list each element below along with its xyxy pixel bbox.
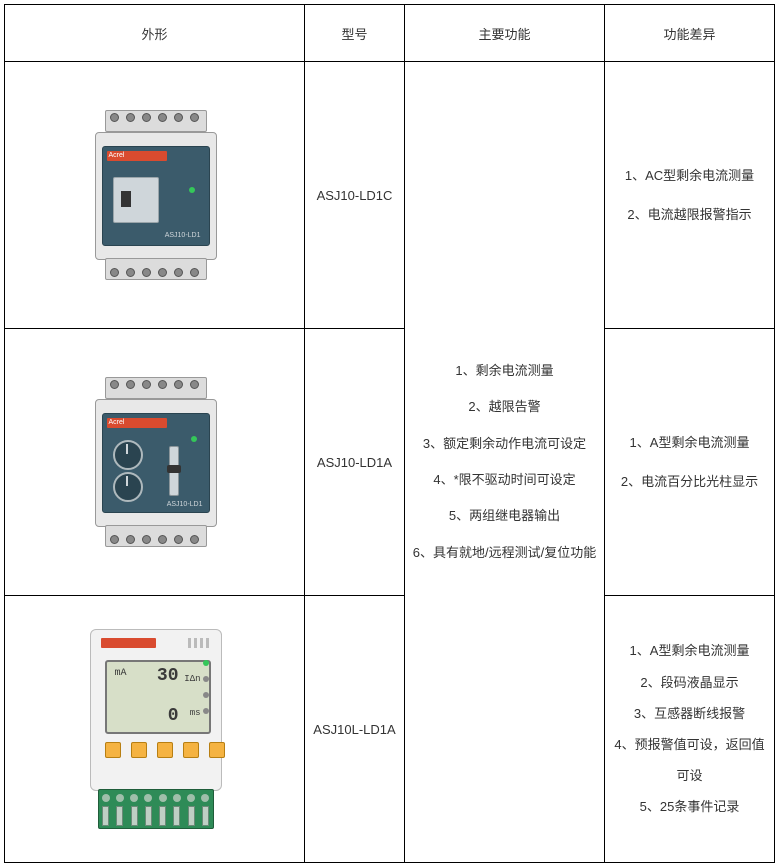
diff-cell-1: 1、AC型剩余电流测量 2、电流越限报警指示: [605, 62, 775, 329]
product-comparison-table: 外形 型号 主要功能 功能差异 Acrel ASJ: [4, 4, 775, 863]
func-item: 4、*限不驱动时间可设定: [409, 462, 600, 498]
device-illustration-2: Acrel ASJ10-LD1: [90, 377, 220, 547]
diff-cell-3: 1、A型剩余电流测量 2、段码液晶显示 3、互感器断线报警 4、预报警值可设，返…: [605, 596, 775, 863]
slider-icon: [169, 446, 179, 496]
device-label: ASJ10-LD1: [165, 232, 201, 239]
lcd-text: mA: [115, 668, 127, 679]
diff-item: 2、电流越限报警指示: [609, 195, 770, 234]
led-icon: [191, 436, 197, 442]
diff-item: 1、A型剩余电流测量: [609, 635, 770, 666]
diff-item: 4、预报警值可设，返回值可设: [609, 729, 770, 791]
func-item: 3、额定剩余动作电流可设定: [409, 426, 600, 462]
table-row: Acrel ASJ10-LD1 ASJ10-LD1A 1、A型剩余电流测量 2、…: [5, 329, 775, 596]
terminal-block: [98, 789, 214, 829]
lcd-text: ms: [190, 708, 201, 718]
diff-item: 1、A型剩余电流测量: [609, 423, 770, 462]
brand-label: Acrel: [107, 418, 169, 428]
diff-item: 2、段码液晶显示: [609, 667, 770, 698]
header-row: 外形 型号 主要功能 功能差异: [5, 5, 775, 62]
func-item: 1、剩余电流测量: [409, 353, 600, 389]
diff-item: 5、25条事件记录: [609, 791, 770, 822]
diff-item: 2、电流百分比光柱显示: [609, 462, 770, 501]
device-label: ASJ10-LD1: [167, 501, 203, 508]
header-diff: 功能差异: [605, 5, 775, 62]
header-main-func: 主要功能: [405, 5, 605, 62]
model-cell-1: ASJ10-LD1C: [305, 62, 405, 329]
device-illustration-3: mA 30 IΔn 0 ms: [80, 629, 230, 829]
led-icon: [189, 187, 195, 193]
dial-icon: [113, 440, 143, 470]
button-row: [105, 742, 225, 758]
header-shape: 外形: [5, 5, 305, 62]
func-item: 2、越限告警: [409, 389, 600, 425]
model-cell-3: ASJ10L-LD1A: [305, 596, 405, 863]
led-column: [203, 660, 209, 714]
shape-cell-1: Acrel ASJ10-LD1: [5, 62, 305, 329]
device-illustration-1: Acrel ASJ10-LD1: [90, 110, 220, 280]
diff-item: 1、AC型剩余电流测量: [609, 156, 770, 195]
shape-cell-2: Acrel ASJ10-LD1: [5, 329, 305, 596]
dial-icon: [113, 472, 143, 502]
table-row: mA 30 IΔn 0 ms: [5, 596, 775, 863]
lcd-text: 30: [157, 666, 179, 686]
table-row: Acrel ASJ10-LD1 ASJ10-LD1C 1、剩余电流测量 2、越限…: [5, 62, 775, 329]
model-cell-2: ASJ10-LD1A: [305, 329, 405, 596]
func-item: 5、两组继电器输出: [409, 498, 600, 534]
lcd-text: 0: [168, 706, 179, 726]
func-item: 6、具有就地/远程测试/复位功能: [409, 535, 600, 571]
diff-item: 3、互感器断线报警: [609, 698, 770, 729]
brand-label: Acrel: [107, 151, 169, 161]
lcd-display: mA 30 IΔn 0 ms: [105, 660, 211, 734]
header-model: 型号: [305, 5, 405, 62]
diff-cell-2: 1、A型剩余电流测量 2、电流百分比光柱显示: [605, 329, 775, 596]
main-func-cell: 1、剩余电流测量 2、越限告警 3、额定剩余动作电流可设定 4、*限不驱动时间可…: [405, 62, 605, 863]
lcd-text: IΔn: [184, 674, 200, 684]
shape-cell-3: mA 30 IΔn 0 ms: [5, 596, 305, 863]
